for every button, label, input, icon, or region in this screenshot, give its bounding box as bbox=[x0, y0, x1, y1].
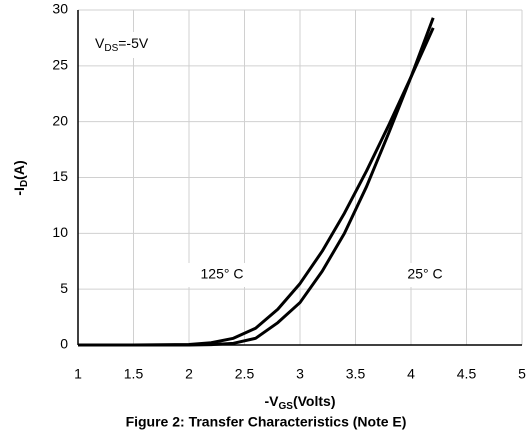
x-tick-label: 3 bbox=[296, 366, 304, 382]
y-tick-label: 30 bbox=[52, 1, 68, 17]
y-label-part: (A) bbox=[11, 160, 27, 179]
label-box bbox=[184, 263, 260, 287]
x-label-part: -V bbox=[265, 393, 280, 409]
series-label: 125° C bbox=[201, 266, 244, 282]
y-tick-label: 5 bbox=[60, 280, 68, 296]
y-axis-label: -ID(A) bbox=[11, 160, 30, 195]
label-box bbox=[387, 263, 463, 287]
annotation-part: DS bbox=[104, 43, 118, 54]
y-tick-label: 25 bbox=[52, 57, 68, 73]
annotation: VDS=-5V bbox=[95, 35, 149, 54]
caption: Figure 2: Transfer Characteristics (Note… bbox=[126, 414, 407, 430]
annotation-part: V bbox=[95, 35, 105, 51]
series-label: 25° C bbox=[407, 266, 442, 282]
x-tick-label: 4 bbox=[407, 366, 415, 382]
y-label-part: -I bbox=[11, 187, 27, 196]
x-tick-label: 3.5 bbox=[346, 366, 366, 382]
x-label-sub: GS bbox=[279, 401, 294, 412]
y-label-sub: D bbox=[19, 180, 30, 187]
x-tick-label: 2.5 bbox=[235, 366, 255, 382]
y-tick-label: 10 bbox=[52, 224, 68, 240]
y-tick-label: 15 bbox=[52, 168, 68, 184]
x-tick-label: 2 bbox=[185, 366, 193, 382]
x-tick-label: 4.5 bbox=[457, 366, 477, 382]
y-tick-label: 0 bbox=[60, 336, 68, 352]
x-label-part: (Volts) bbox=[293, 393, 336, 409]
x-tick-label: 1 bbox=[74, 366, 82, 382]
x-axis-label: -VGS(Volts) bbox=[265, 393, 336, 412]
annotation-part: =-5V bbox=[118, 35, 149, 51]
x-tick-label: 1.5 bbox=[124, 366, 144, 382]
series-line bbox=[78, 17, 435, 347]
series-line bbox=[78, 27, 435, 347]
label-box bbox=[88, 32, 170, 58]
y-tick-label: 20 bbox=[52, 112, 68, 128]
x-tick-label: 5 bbox=[518, 366, 526, 382]
